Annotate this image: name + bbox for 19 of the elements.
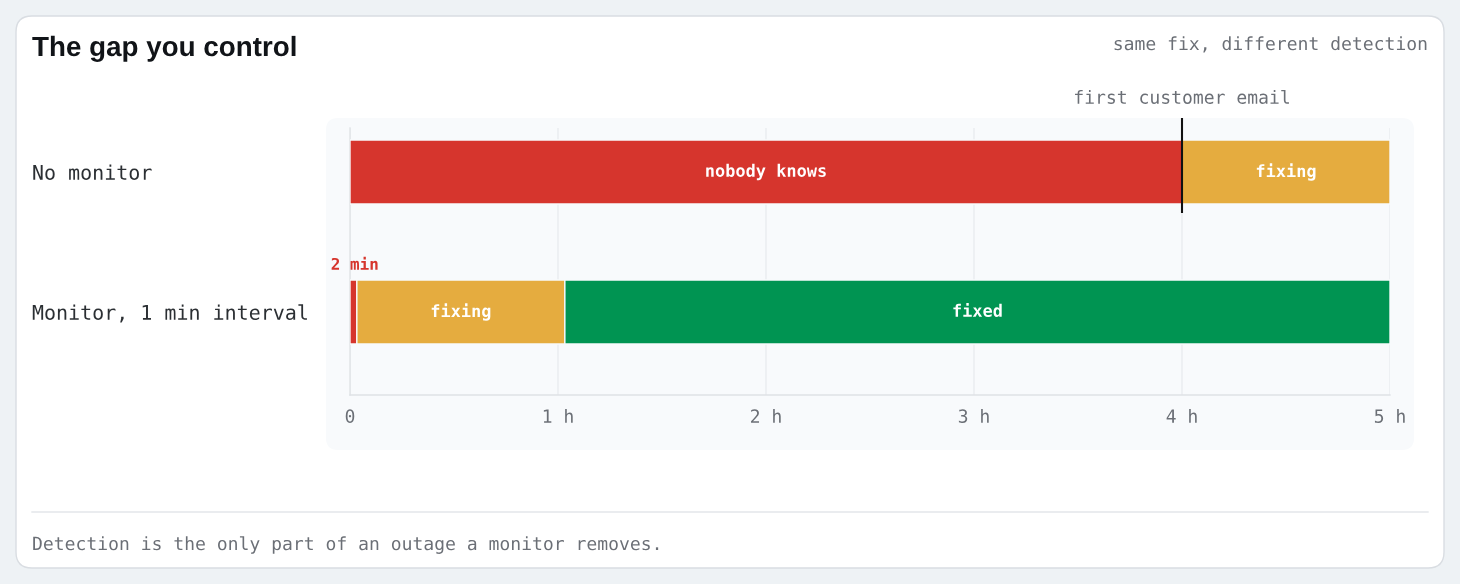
- text: fixing: [1256, 163, 1316, 181]
- series-label: nobody knows: [706, 163, 826, 181]
- x-tick-label: 1 h: [543, 408, 573, 423]
- x-tick-label: 2 h: [751, 408, 781, 423]
- x-tick-label: 4 h: [1166, 408, 1197, 423]
- annotation: 2 min: [331, 256, 378, 270]
- text: Detection is the only part of an outage a monitor removes.: [33, 536, 659, 554]
- series-label: fixing: [431, 303, 491, 321]
- x-tick-label: 5 h: [1374, 408, 1405, 423]
- bar: [1181, 139, 1390, 205]
- y-tick-label: Monitor, 1 min interval: [32, 304, 307, 323]
- x-tick-label: 0: [345, 409, 355, 423]
- x-tick-label: 3 h: [958, 408, 989, 423]
- y-tick-label: No monitor: [33, 164, 152, 180]
- ref-line-label: first customer email: [1075, 89, 1289, 104]
- series-label: fixed: [953, 302, 1002, 317]
- bar: [350, 139, 1183, 205]
- chart-title: The gap you control: [32, 35, 296, 62]
- chart-subtitle: same fix, different detection: [1114, 36, 1427, 53]
